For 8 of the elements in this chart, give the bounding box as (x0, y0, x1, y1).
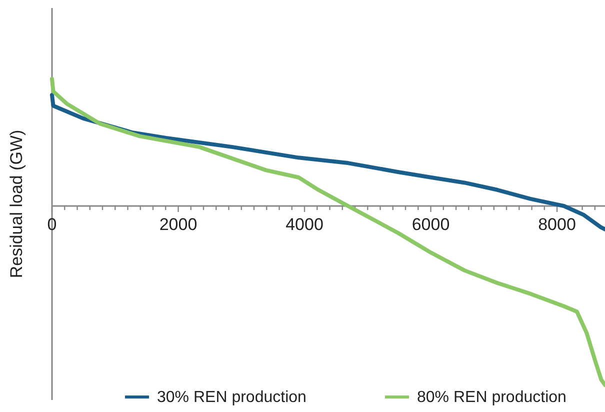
x-tick-label: 2000 (159, 215, 198, 234)
x-tick-label: 8000 (538, 215, 576, 234)
x-tick-label: 4000 (286, 215, 324, 234)
legend-label: 80% REN production (417, 389, 566, 406)
x-tick-label: 6000 (412, 215, 450, 234)
legend-label: 30% REN production (157, 389, 306, 406)
x-tick-label: 0 (47, 215, 57, 234)
y-axis-title: Residual load (GW) (7, 130, 26, 278)
